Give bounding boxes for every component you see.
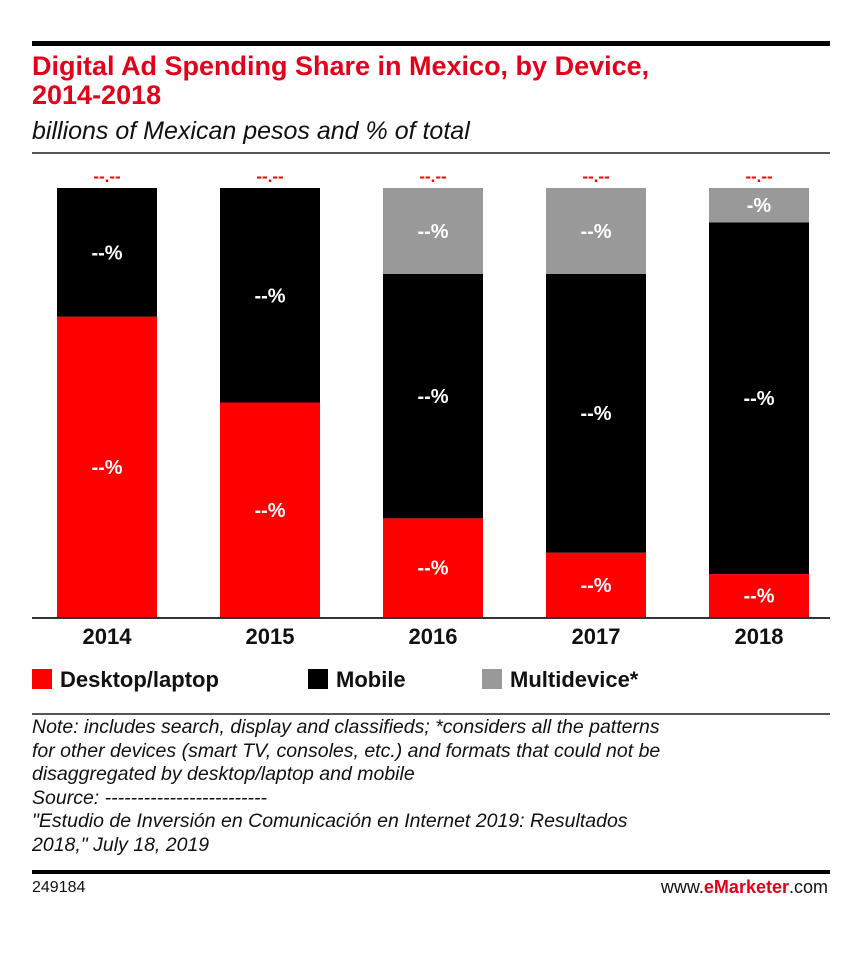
bar-segment-multidevice bbox=[546, 188, 646, 274]
legend-label-mobile: Mobile bbox=[336, 667, 406, 692]
brand-bold: eMarketer bbox=[703, 877, 789, 897]
data-label-mobile: --% bbox=[417, 386, 448, 408]
source-line: "Estudio de Inversión en Comunicación en… bbox=[32, 810, 628, 832]
bar-segment-desktop-laptop bbox=[709, 574, 809, 617]
source-line: 2018," July 18, 2019 bbox=[32, 833, 210, 856]
brand-prefix: www. bbox=[660, 877, 704, 897]
legend-swatch-mobile bbox=[308, 669, 328, 689]
data-label-desktop-laptop: --% bbox=[254, 500, 285, 522]
data-label-desktop-laptop: --% bbox=[580, 575, 611, 597]
emarketer-logo[interactable]: www.eMarketer.com bbox=[661, 877, 828, 898]
bar-segment-desktop-laptop bbox=[57, 316, 157, 617]
subtitle-rule bbox=[32, 152, 830, 154]
brand-suffix: .com bbox=[788, 877, 828, 897]
bottom-rule bbox=[32, 870, 830, 874]
x-tick-label: 2016 bbox=[409, 624, 458, 649]
top-rule bbox=[32, 41, 830, 46]
bar-segment-mobile bbox=[220, 188, 320, 403]
title-line-2: 2014-2018 bbox=[32, 80, 162, 110]
x-tick-label: 2015 bbox=[246, 624, 295, 649]
legend-label-desktop-laptop: Desktop/laptop bbox=[60, 667, 219, 692]
bar-segment-mobile bbox=[57, 188, 157, 317]
total-label: --.-- bbox=[256, 167, 283, 186]
data-label-desktop-laptop: --% bbox=[743, 586, 774, 608]
x-tick-label: 2017 bbox=[572, 624, 621, 649]
x-tick-label: 2018 bbox=[735, 624, 784, 649]
x-tick-label: 2014 bbox=[83, 624, 133, 649]
data-label-mobile: --% bbox=[580, 403, 611, 425]
data-label-multidevice: --% bbox=[580, 221, 611, 243]
total-label: --.-- bbox=[419, 167, 446, 186]
chart-note: Note: includes search, display and class… bbox=[32, 716, 830, 857]
total-label: --.-- bbox=[582, 167, 609, 186]
data-label-desktop-laptop: --% bbox=[91, 457, 122, 479]
note-line: Note: includes search, display and class… bbox=[32, 716, 660, 738]
data-label-mobile: --% bbox=[254, 285, 285, 307]
bar-segment-mobile bbox=[546, 273, 646, 553]
note-rule bbox=[32, 713, 830, 715]
legend-swatch-desktop-laptop bbox=[32, 669, 52, 689]
legend-swatch-multidevice bbox=[482, 669, 502, 689]
data-label-mobile: --% bbox=[91, 242, 122, 264]
data-label-mobile: --% bbox=[743, 388, 774, 410]
note-line: disaggregated by desktop/laptop and mobi… bbox=[32, 763, 415, 785]
chart-id: 249184 bbox=[32, 879, 86, 896]
chart-subtitle: billions of Mexican pesos and % of total bbox=[32, 117, 470, 145]
bar-segment-desktop-laptop bbox=[220, 402, 320, 617]
bar-segment-desktop-laptop bbox=[546, 552, 646, 617]
data-label-multidevice: --% bbox=[417, 221, 448, 243]
total-label: --.-- bbox=[745, 167, 772, 186]
bar-segment-multidevice bbox=[709, 188, 809, 223]
bar-segment-multidevice bbox=[383, 188, 483, 274]
note-line: for other devices (smart TV, consoles, e… bbox=[32, 739, 661, 762]
total-label: --.-- bbox=[93, 167, 120, 186]
bar-segment-mobile bbox=[383, 273, 483, 519]
data-label-multidevice: -% bbox=[747, 195, 772, 217]
data-label-desktop-laptop: --% bbox=[417, 558, 448, 580]
bar-segment-desktop-laptop bbox=[383, 518, 483, 617]
chart-title: Digital Ad Spending Share in Mexico, by … bbox=[32, 52, 830, 110]
title-line-1: Digital Ad Spending Share in Mexico, by … bbox=[32, 51, 650, 81]
stacked-bar-chart: --% --% --.-- 2014 --% --% --.-- 2015 --% --% --% -… bbox=[32, 167, 830, 649]
bar-segment-mobile bbox=[709, 222, 809, 575]
source-line: Source: ------------------------- bbox=[32, 786, 267, 809]
legend-label-multidevice: Multidevice* bbox=[510, 667, 639, 692]
